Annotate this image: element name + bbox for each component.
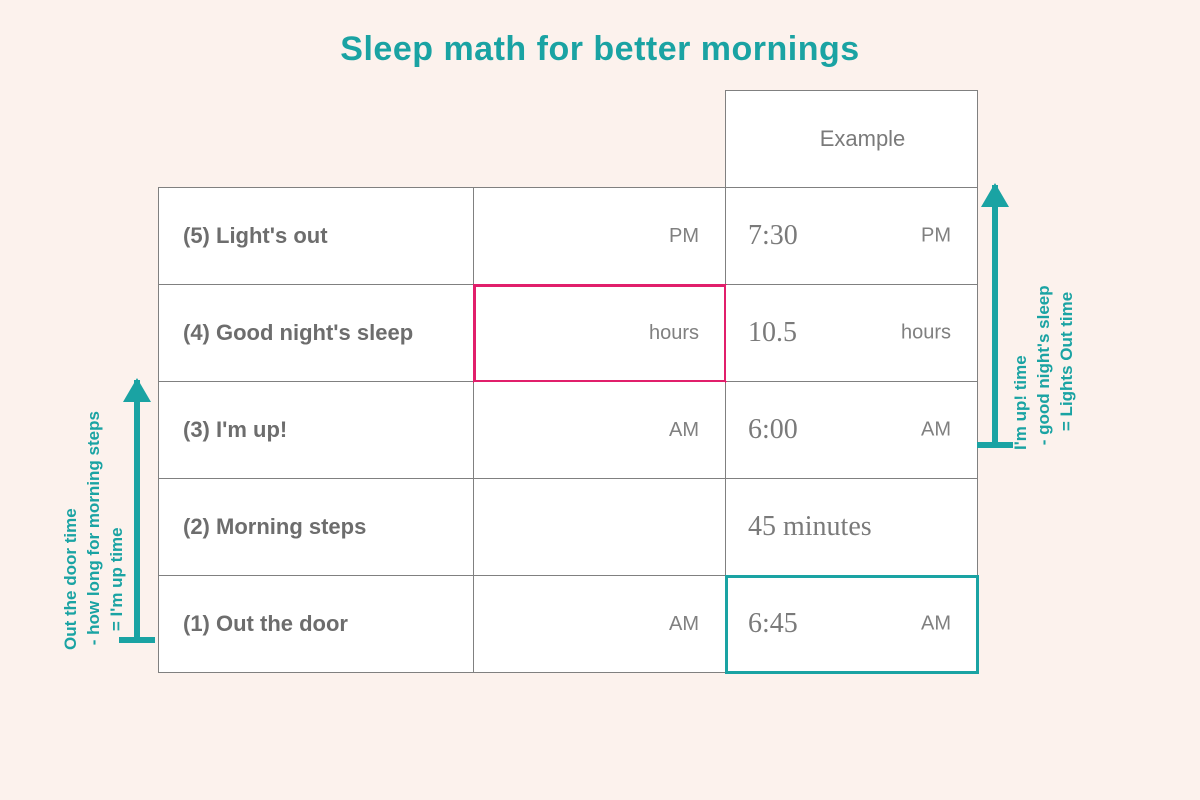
example-unit: AM xyxy=(921,613,951,636)
arrow-head-icon xyxy=(981,183,1009,207)
sleep-math-table: Example (5) Light's out PM 7:30 PM (4) G… xyxy=(158,90,978,673)
row-entry: PM xyxy=(474,188,726,285)
row-entry xyxy=(474,479,726,576)
example-value: 10.5 xyxy=(748,317,838,349)
left-arrow-label: Out the door time - how long for morning… xyxy=(60,411,129,650)
header-spacer-1 xyxy=(159,91,474,188)
right-arrow xyxy=(992,185,998,445)
table-row: (5) Light's out PM 7:30 PM xyxy=(159,188,978,285)
example-unit: PM xyxy=(921,225,951,248)
example-unit: hours xyxy=(901,322,951,345)
table-row: (1) Out the door AM 6:45 AM xyxy=(159,576,978,673)
row-example-highlighted: 6:45 AM xyxy=(726,576,978,673)
header-row: Example xyxy=(159,91,978,188)
row-label: (5) Light's out xyxy=(159,188,474,285)
row-label: (1) Out the door xyxy=(159,576,474,673)
row-example: 10.5 hours xyxy=(726,285,978,382)
example-value: 45 minutes xyxy=(748,511,872,543)
row-label: (2) Morning steps xyxy=(159,479,474,576)
row-entry-highlighted: hours xyxy=(474,285,726,382)
example-value: 6:45 xyxy=(748,608,838,640)
left-arrow xyxy=(134,380,140,640)
example-value: 7:30 xyxy=(748,220,838,252)
header-spacer-2 xyxy=(474,91,726,188)
row-example: 45 minutes xyxy=(726,479,978,576)
right-arrow-label: I'm up! time - good night's sleep = Ligh… xyxy=(1010,285,1079,450)
arrow-head-icon xyxy=(123,378,151,402)
row-example: 6:00 AM xyxy=(726,382,978,479)
page-title: Sleep math for better mornings xyxy=(0,0,1200,69)
arrow-foot-icon xyxy=(977,442,1013,448)
row-entry: AM xyxy=(474,576,726,673)
header-example: Example xyxy=(726,91,978,188)
table-row: (2) Morning steps 45 minutes xyxy=(159,479,978,576)
row-label: (3) I'm up! xyxy=(159,382,474,479)
example-unit: AM xyxy=(921,419,951,442)
row-example: 7:30 PM xyxy=(726,188,978,285)
table-row: (4) Good night's sleep hours 10.5 hours xyxy=(159,285,978,382)
example-value: 6:00 xyxy=(748,414,838,446)
table-row: (3) I'm up! AM 6:00 AM xyxy=(159,382,978,479)
row-entry: AM xyxy=(474,382,726,479)
row-label: (4) Good night's sleep xyxy=(159,285,474,382)
